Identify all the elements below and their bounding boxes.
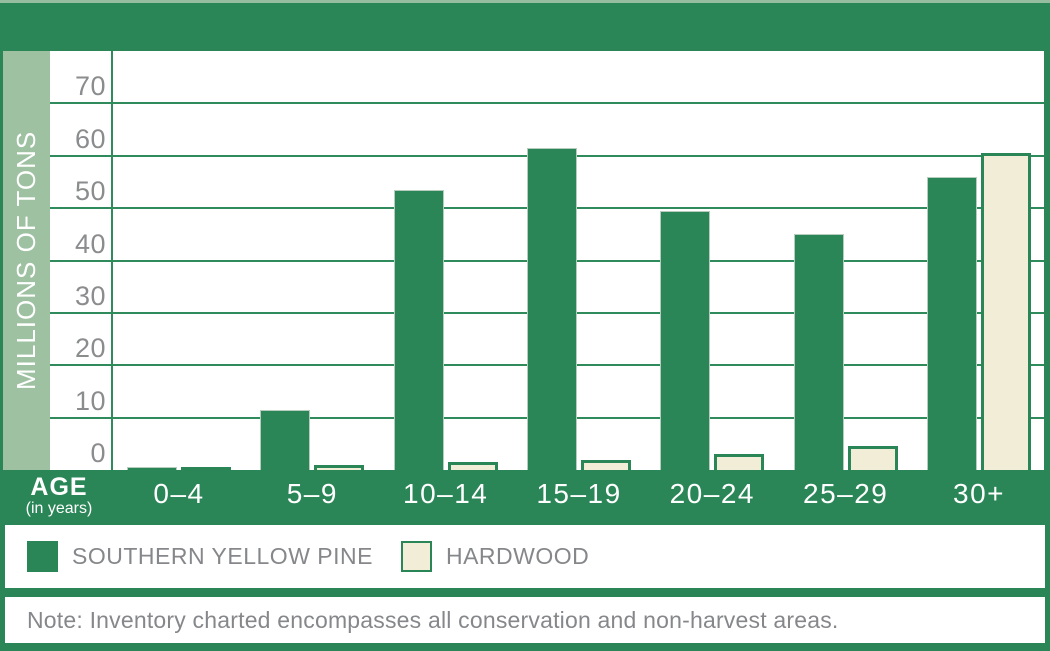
bar-hardwood-10-14	[447, 462, 498, 470]
bar-pine-0-4	[127, 467, 177, 470]
y-tick-60: 60	[74, 123, 106, 154]
y-tick-40: 40	[74, 228, 106, 259]
note-box: Note: Inventory charted encompasses all …	[3, 595, 1047, 645]
bar-hardwood-20-24	[714, 454, 765, 470]
y-tick-50: 50	[74, 176, 106, 207]
y-tick-70: 70	[74, 71, 106, 102]
bar-pine-25-29	[793, 234, 844, 470]
bar-pine-10-14	[393, 190, 444, 470]
legend-label-pine: SOUTHERN YELLOW PINE	[72, 543, 373, 569]
legend: SOUTHERN YELLOW PINE HARDWOOD	[3, 523, 1047, 590]
pine-swatch-icon	[27, 541, 58, 572]
header-highlight-line	[0, 0, 1050, 3]
y-tick-0: 0	[90, 438, 106, 468]
header-band	[0, 0, 1050, 51]
bar-hardwood-25-29	[847, 446, 898, 470]
x-axis-label: AGE	[30, 473, 88, 501]
bar-hardwood-0-4	[181, 467, 231, 470]
plot-left-border	[111, 51, 113, 470]
gridline-70	[50, 102, 1044, 105]
x-label-0-4: 0–4	[153, 477, 205, 509]
x-axis-title: AGE (in years)	[3, 474, 115, 518]
y-axis-title: MILLIONS OF TONS	[11, 130, 41, 391]
bar-pine-30+	[927, 177, 977, 470]
x-label-25-29: 25–29	[803, 477, 889, 509]
chart-plot-area: MILLIONS OF TONS 0 10 20 30 40 50 60 70	[3, 51, 1044, 470]
x-axis-band: AGE (in years) 0–4 5–9 10–14 15–19 20–24 25–2…	[3, 470, 1047, 517]
x-label-5-9: 5–9	[286, 477, 338, 509]
x-axis-sublabel: (in years)	[25, 500, 93, 518]
x-label-10-14: 10–14	[403, 477, 489, 509]
note-text: Note: Inventory charted encompasses all …	[27, 606, 839, 633]
x-label-15-19: 15–19	[536, 477, 622, 509]
hardwood-swatch-icon	[400, 541, 432, 572]
legend-entry-pine: SOUTHERN YELLOW PINE	[27, 541, 373, 572]
bar-pine-20-24	[660, 211, 711, 470]
legend-entry-hardwood: HARDWOOD	[400, 541, 590, 572]
y-tick-30: 30	[74, 280, 106, 311]
bar-hardwood-15-19	[581, 460, 631, 470]
bar-hardwood-5-9	[314, 465, 365, 470]
bar-pine-15-19	[527, 148, 577, 470]
x-label-30+: 30+	[953, 477, 1005, 509]
y-tick-10: 10	[74, 385, 106, 416]
bar-pine-5-9	[260, 410, 311, 470]
y-axis-band	[3, 51, 50, 470]
y-tick-20: 20	[74, 333, 106, 364]
bar-hardwood-30+	[981, 153, 1031, 470]
x-label-20-24: 20–24	[669, 477, 755, 509]
legend-label-hardwood: HARDWOOD	[445, 543, 590, 569]
